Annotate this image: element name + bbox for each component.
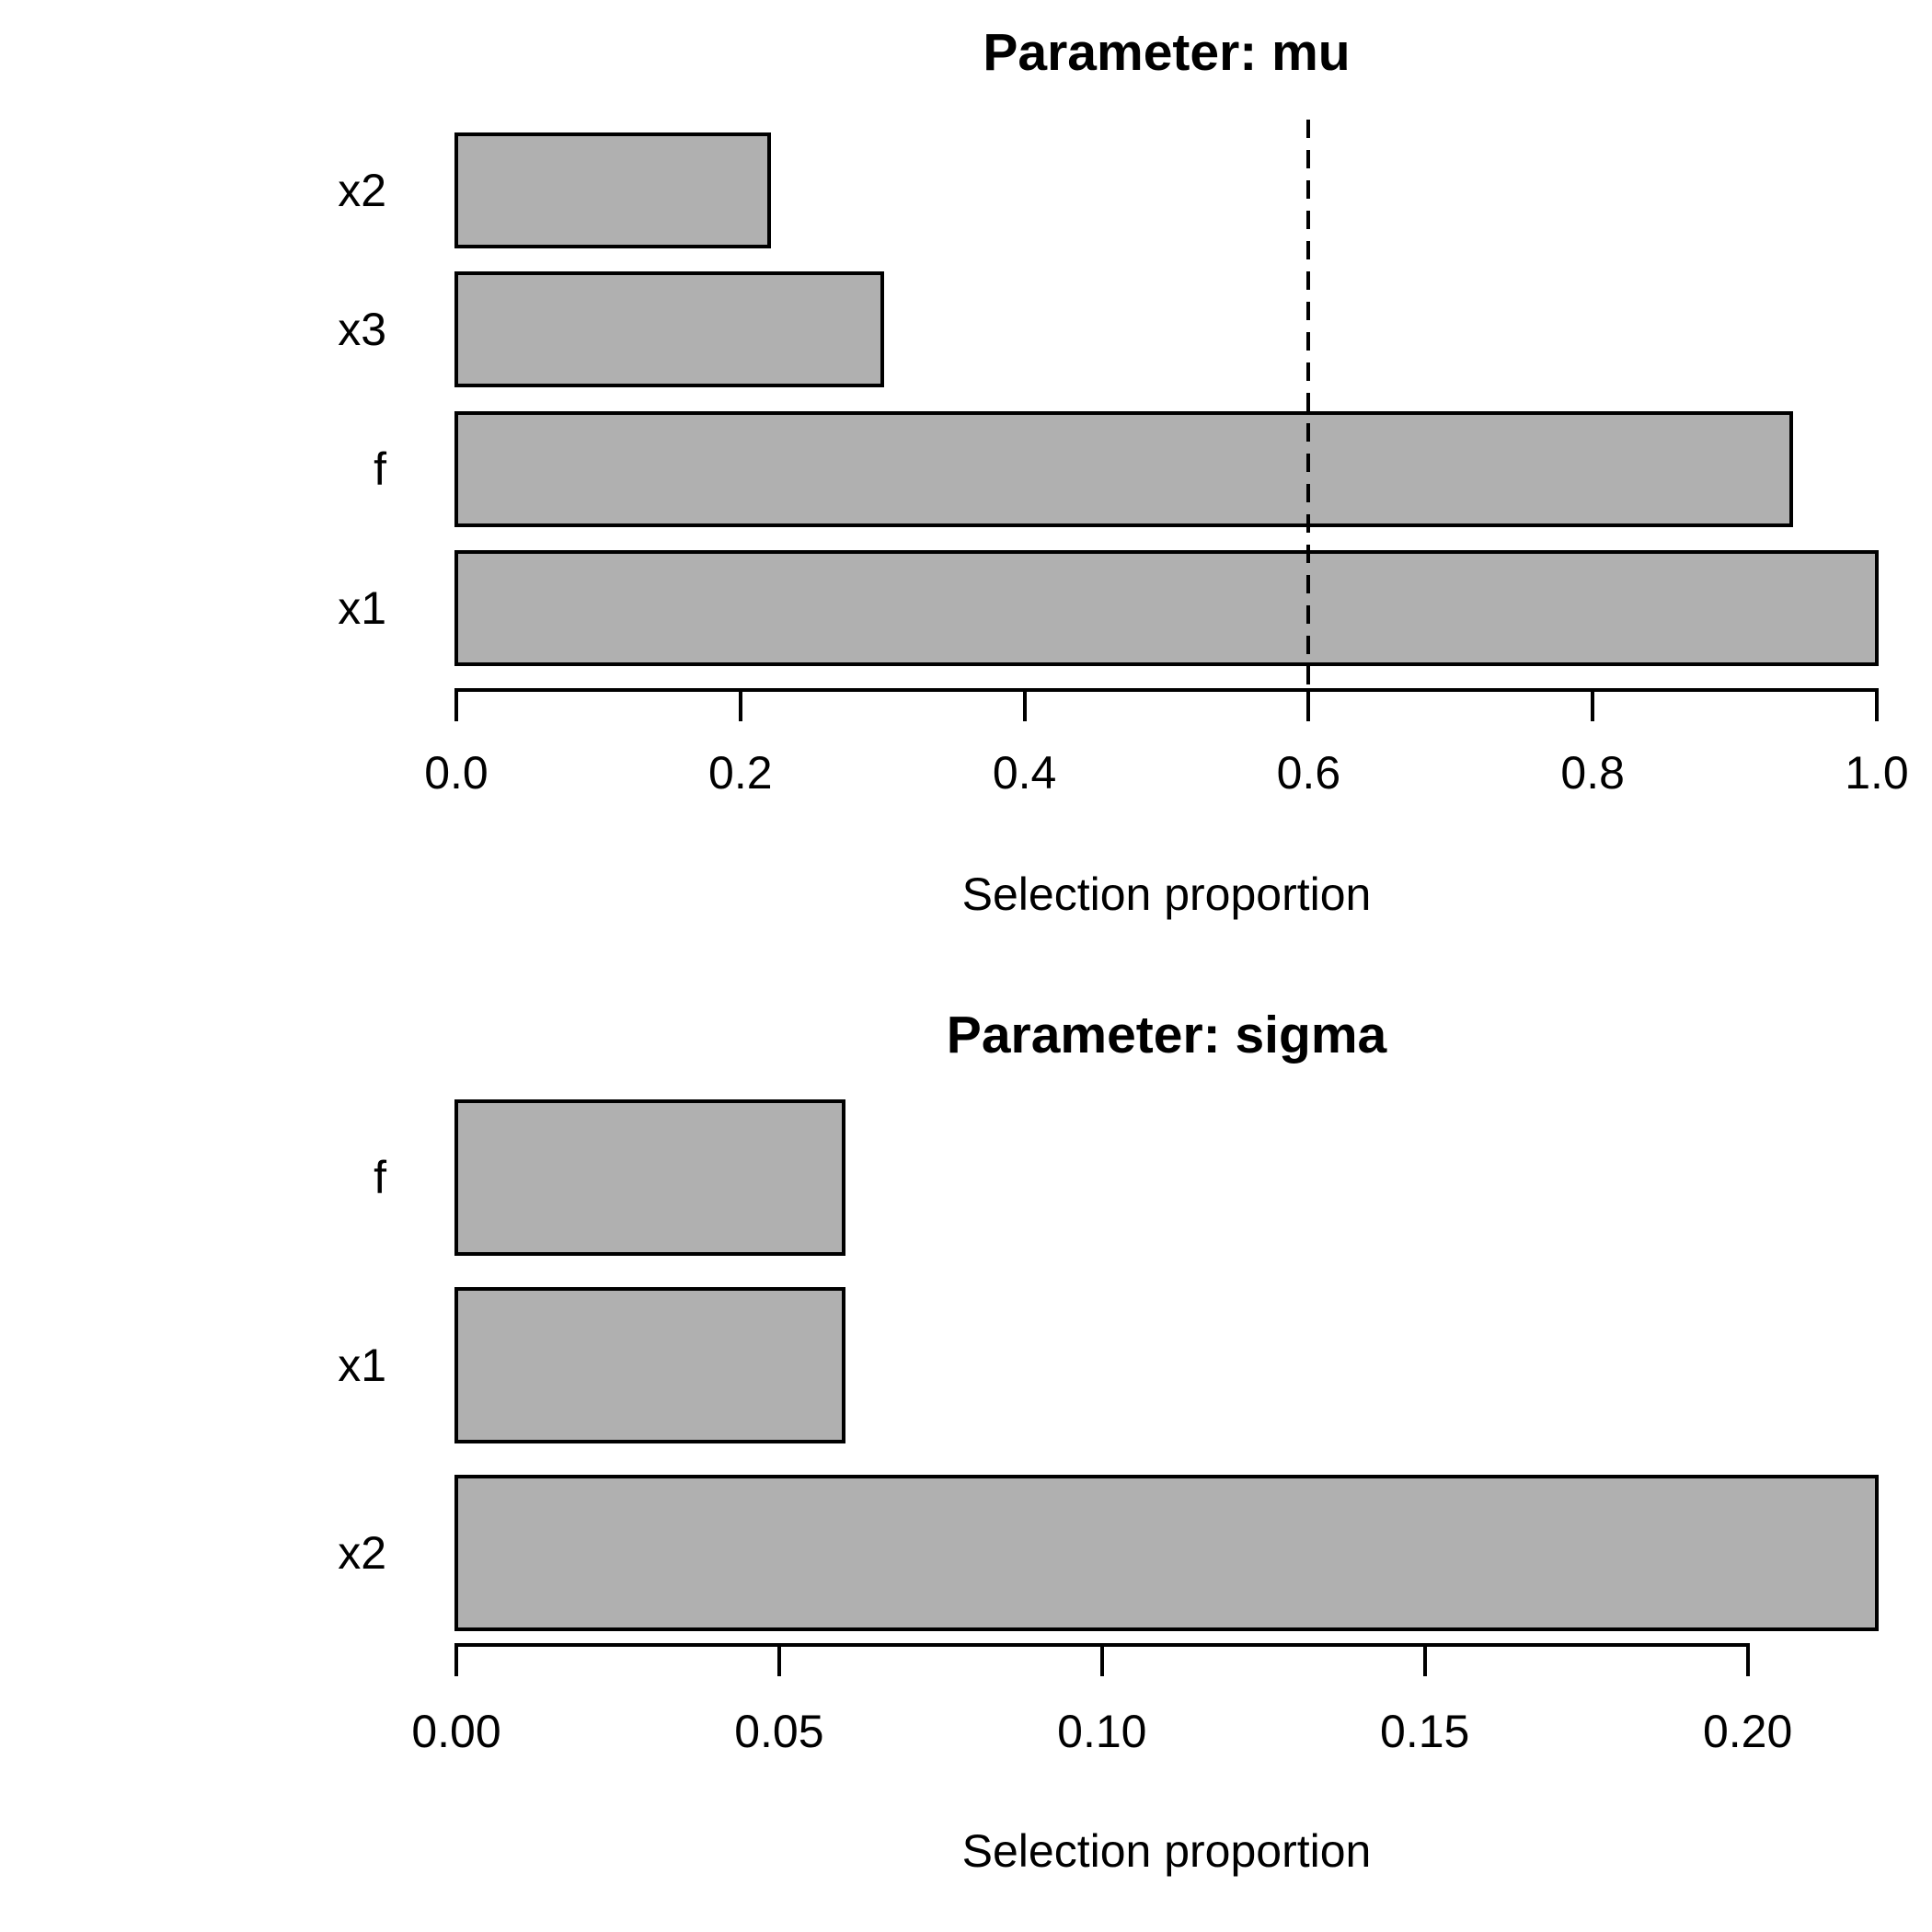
x-axis-tick [738,690,742,721]
x-axis-tick [454,1645,458,1676]
bar-label-x2: x2 [338,1527,386,1579]
x-axis-tick [1422,1645,1427,1676]
x-axis-tick [1099,1645,1104,1676]
bar-x3 [454,271,885,388]
x-axis-tick [1306,690,1311,721]
x-axis-tick-label: 0.20 [1702,1706,1793,1757]
bar-x1 [454,1287,846,1443]
x-axis-tick-label: 0.0 [424,747,489,799]
x-axis-tick [1022,690,1027,721]
x-axis-tick-label: 0.10 [1057,1706,1147,1757]
x-axis-tick-label: 1.0 [1845,747,1909,799]
x-axis-label-mu: Selection proportion [961,868,1372,920]
x-axis-tick-label: 0.4 [992,747,1057,799]
x-axis-tick-label: 0.2 [708,747,773,799]
threshold-line [1306,120,1311,690]
bar-x1 [454,549,1879,666]
x-axis-tick-label: 0.15 [1380,1706,1470,1757]
x-axis-tick-label: 0.8 [1560,747,1625,799]
x-axis-tick [1591,690,1595,721]
chart-title-sigma: Parameter: sigma [946,1006,1387,1064]
bar-label-f: f [374,1152,386,1203]
bar-label-x1: x1 [338,581,386,634]
bar-label-x1: x1 [338,1340,386,1391]
x-axis-tick [454,690,458,721]
x-axis-label-sigma: Selection proportion [961,1825,1372,1877]
x-axis-tick-label: 0.05 [734,1706,824,1757]
bar-label-x2: x2 [338,165,386,216]
bar-x2 [454,132,771,248]
chart-title-mu: Parameter: mu [983,23,1351,82]
x-axis-tick [776,1645,781,1676]
bar-f [454,410,1794,527]
bar-label-x3: x3 [338,304,386,356]
x-axis-tick [1745,1645,1750,1676]
x-axis-tick-label: 0.6 [1276,747,1341,799]
x-axis-tick-label: 0.00 [411,1706,501,1757]
x-axis-line [454,688,1879,692]
bar-x2 [454,1475,1879,1631]
x-axis-tick [1875,690,1879,721]
bar-label-f: f [374,443,386,495]
bar-f [454,1099,846,1256]
